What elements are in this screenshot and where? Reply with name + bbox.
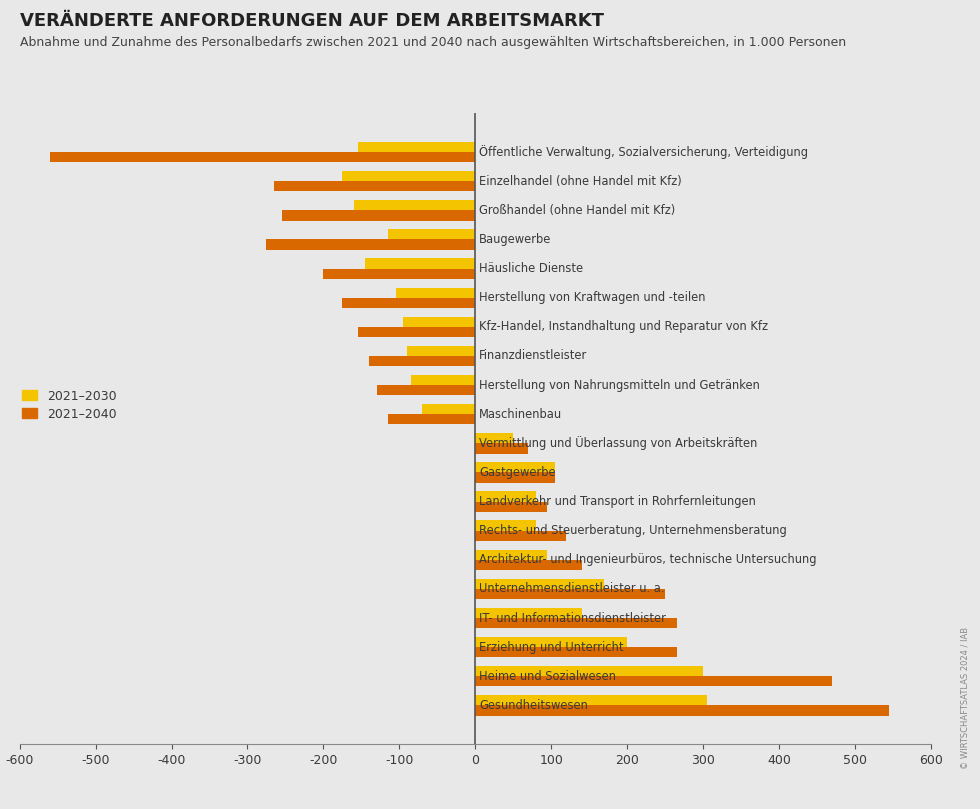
Text: Vermittlung und Überlassung von Arbeitskräften: Vermittlung und Überlassung von Arbeitsk… [479,436,758,451]
Text: Heime und Sozialwesen: Heime und Sozialwesen [479,670,616,683]
Legend: 2021–2030, 2021–2040: 2021–2030, 2021–2040 [17,384,122,426]
Bar [475,549,548,560]
Text: Großhandel (ohne Handel mit Kfz): Großhandel (ohne Handel mit Kfz) [479,204,675,217]
Bar [342,171,475,181]
Text: Einzelhandel (ohne Handel mit Kfz): Einzelhandel (ohne Handel mit Kfz) [479,175,682,188]
Bar [475,531,566,541]
Bar [475,462,555,472]
Bar [358,142,475,152]
Text: Kfz-Handel, Instandhaltung und Reparatur von Kfz: Kfz-Handel, Instandhaltung und Reparatur… [479,320,768,333]
Bar [267,239,475,250]
Bar [369,356,475,366]
Bar [475,676,832,687]
Bar [475,520,536,531]
Text: Maschinenbau: Maschinenbau [479,408,563,421]
Text: Gastgewerbe: Gastgewerbe [479,466,556,479]
Bar [475,578,605,589]
Text: Häusliche Dienste: Häusliche Dienste [479,262,583,275]
Bar [475,560,582,570]
Text: Baugewerbe: Baugewerbe [479,233,552,246]
Bar [274,181,475,192]
Bar [475,608,582,618]
Bar [475,647,676,658]
Text: IT- und Informationsdienstleister: IT- und Informationsdienstleister [479,612,666,625]
Text: Herstellung von Nahrungsmitteln und Getränken: Herstellung von Nahrungsmitteln und Getr… [479,379,760,392]
Bar [50,152,475,163]
Bar [366,258,475,269]
Text: Erziehung und Unterricht: Erziehung und Unterricht [479,641,623,654]
Text: Abnahme und Zunahme des Personalbedarfs zwischen 2021 und 2040 nach ausgewählten: Abnahme und Zunahme des Personalbedarfs … [20,36,846,49]
Bar [475,589,665,599]
Bar [342,298,475,308]
Bar [411,375,475,385]
Text: VERÄNDERTE ANFORDERUNGEN AUF DEM ARBEITSMARKT: VERÄNDERTE ANFORDERUNGEN AUF DEM ARBEITS… [20,12,604,30]
Bar [475,472,555,483]
Bar [407,345,475,356]
Bar [323,269,475,279]
Bar [475,618,676,629]
Text: © WIRTSCHAFTSATLAS 2024 / IAB: © WIRTSCHAFTSATLAS 2024 / IAB [960,626,970,769]
Text: Gesundheitswesen: Gesundheitswesen [479,699,588,712]
Bar [475,666,704,676]
Text: Öffentliche Verwaltung, Sozialversicherung, Verteidigung: Öffentliche Verwaltung, Sozialversicheru… [479,145,808,159]
Bar [403,316,475,327]
Bar [388,414,475,425]
Bar [388,229,475,239]
Bar [475,491,536,502]
Text: Rechts- und Steuerberatung, Unternehmensberatung: Rechts- und Steuerberatung, Unternehmens… [479,524,787,537]
Bar [475,433,514,443]
Bar [475,637,627,647]
Bar [281,210,475,221]
Text: Herstellung von Kraftwagen und -teilen: Herstellung von Kraftwagen und -teilen [479,291,706,304]
Bar [475,443,528,454]
Bar [475,705,889,716]
Text: Landverkehr und Transport in Rohrfernleitungen: Landverkehr und Transport in Rohrfernlei… [479,495,756,508]
Bar [422,404,475,414]
Bar [475,502,548,512]
Bar [475,695,707,705]
Text: Finanzdienstleister: Finanzdienstleister [479,349,587,362]
Bar [358,327,475,337]
Bar [354,200,475,210]
Text: Architektur- und Ingenieurbüros, technische Untersuchung: Architektur- und Ingenieurbüros, technis… [479,553,816,566]
Text: Unternehmensdienstleister u. a.: Unternehmensdienstleister u. a. [479,582,664,595]
Bar [396,287,475,298]
Bar [376,385,475,396]
